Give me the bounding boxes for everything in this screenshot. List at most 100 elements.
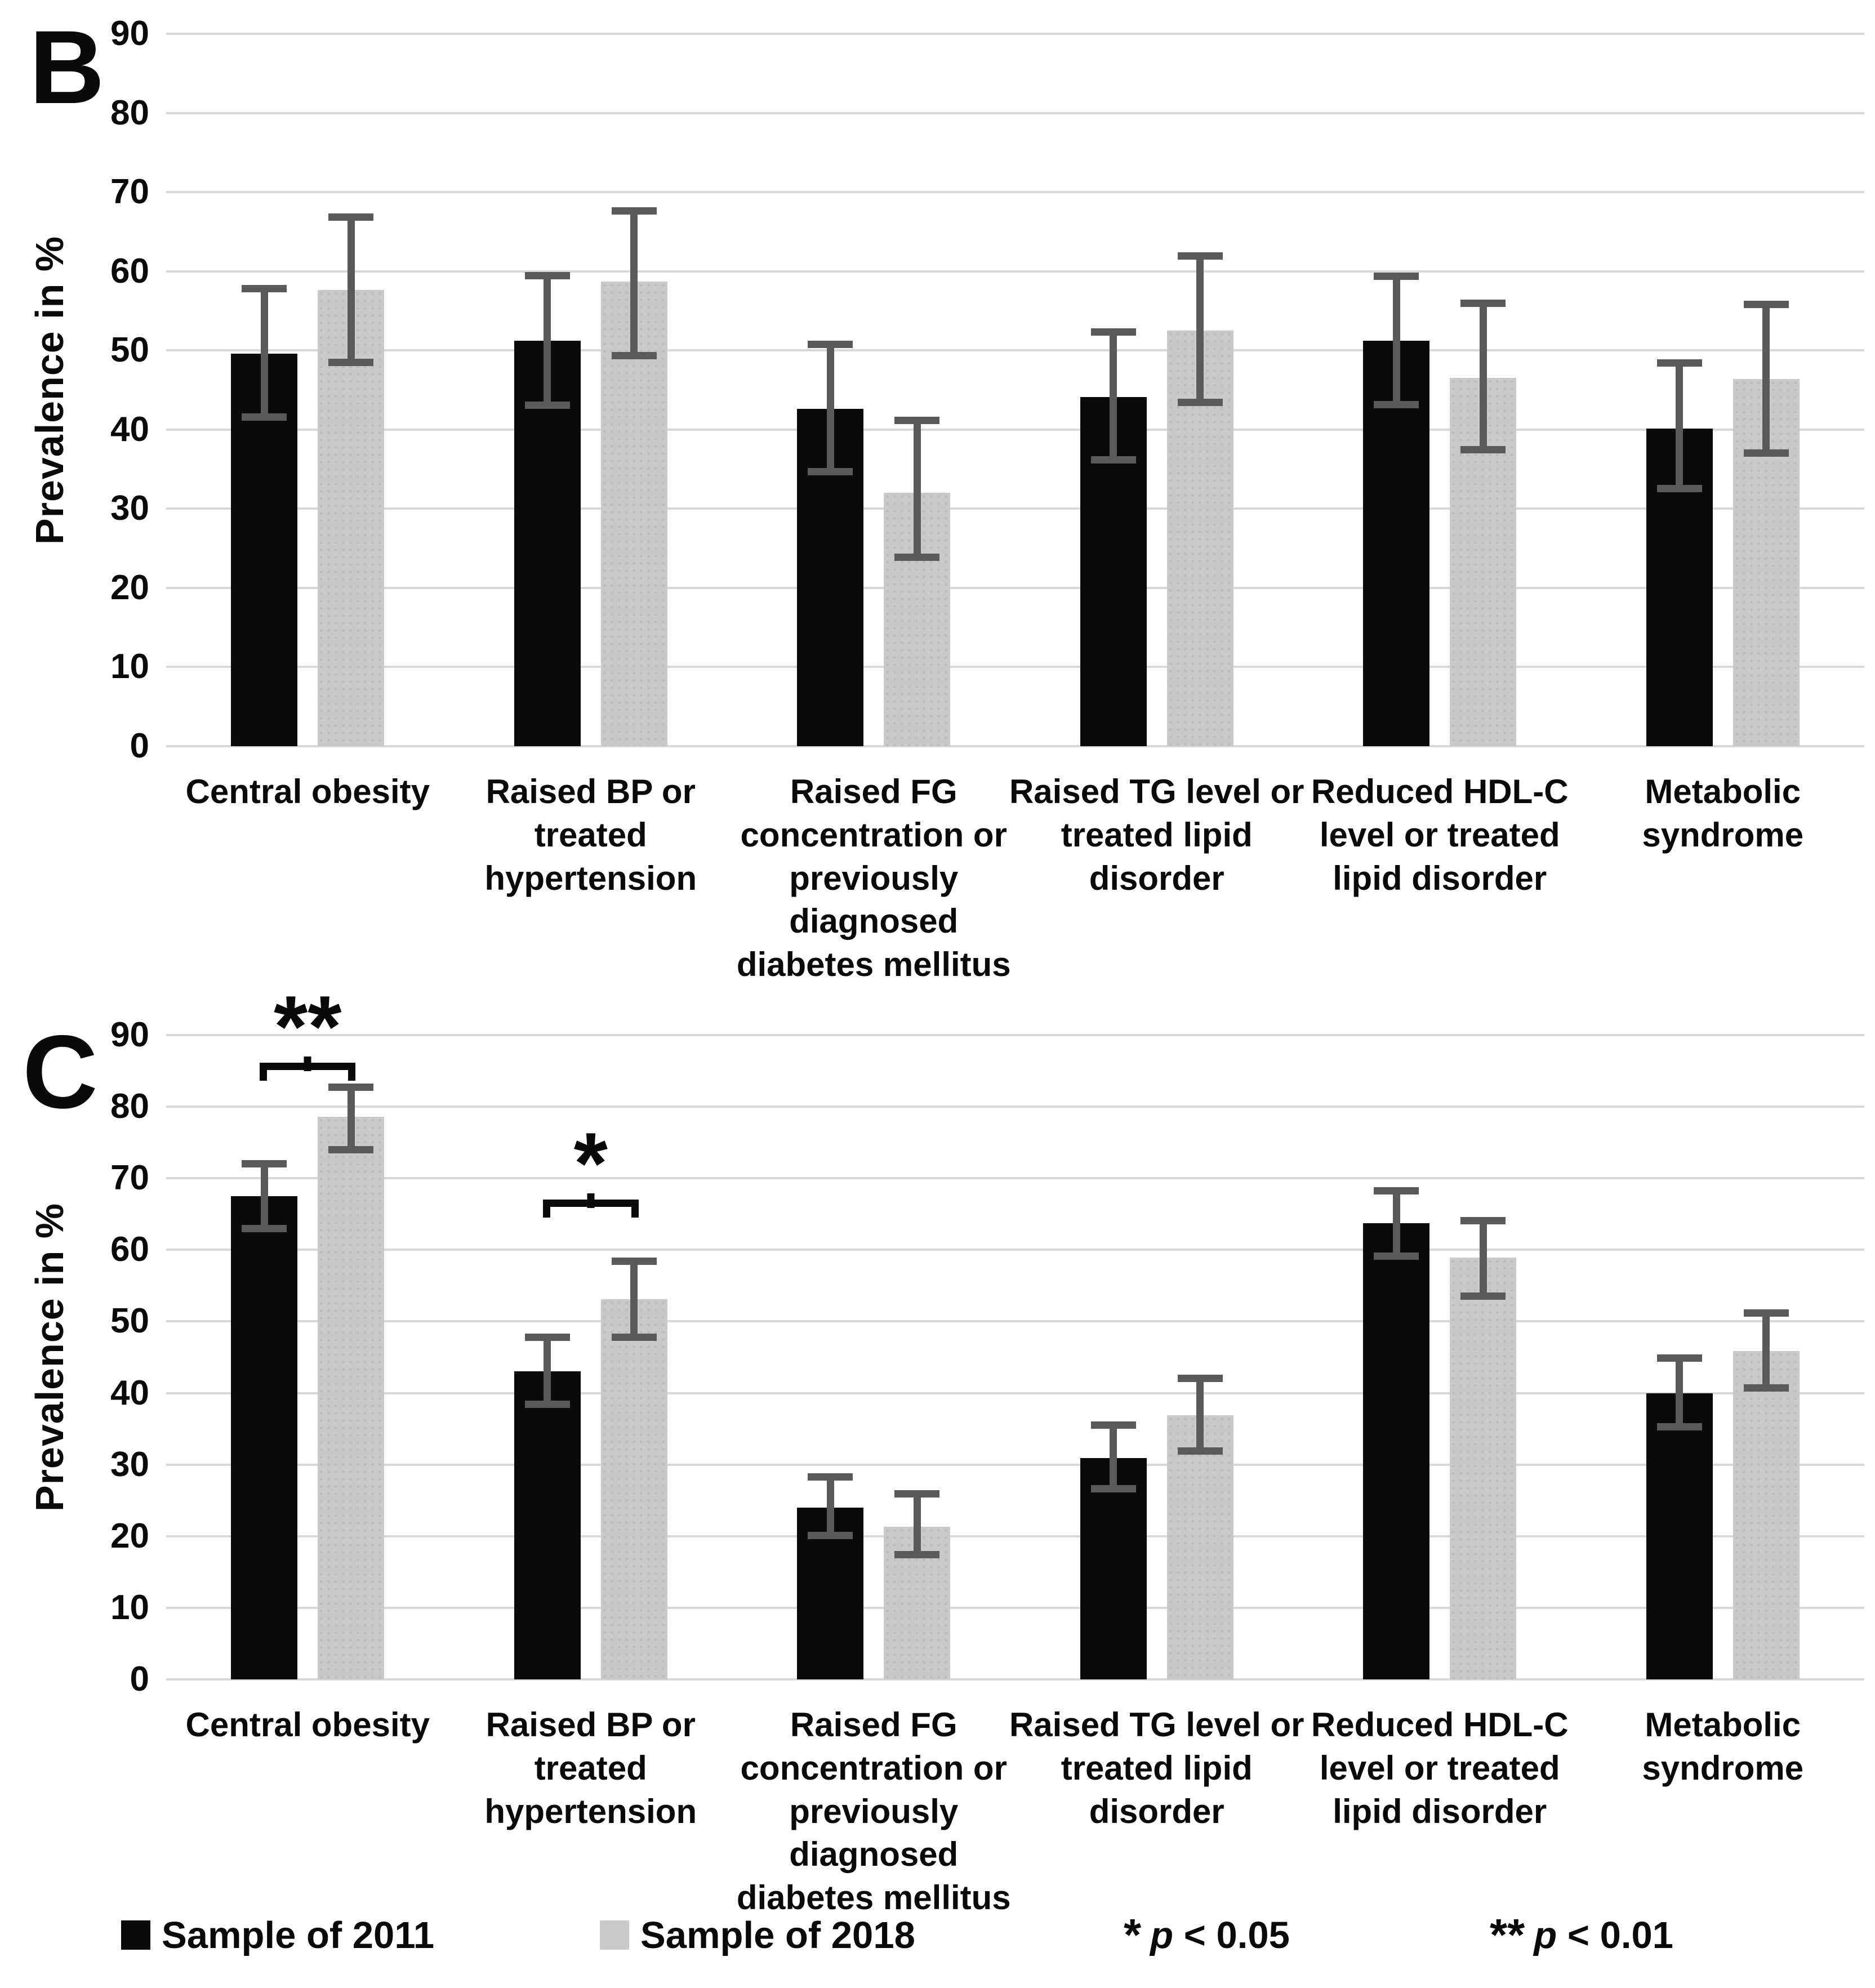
gridline-70 bbox=[166, 191, 1864, 194]
error-cap-bottom bbox=[611, 1333, 657, 1341]
legend-label-p-001: p < 0.01 bbox=[1534, 1914, 1673, 1957]
error-cap-bottom bbox=[611, 351, 657, 359]
error-cap-top bbox=[1374, 273, 1419, 280]
bar-2018-group-1 bbox=[600, 1299, 667, 1679]
error-bar-2018-group-2 bbox=[894, 1490, 940, 1559]
error-cap-top bbox=[1460, 1216, 1506, 1224]
error-bar-2011-group-1 bbox=[524, 1334, 570, 1408]
significance-bracket-group-0 bbox=[260, 1057, 356, 1081]
bar-2011-group-0 bbox=[231, 1196, 298, 1679]
error-bar-2018-group-1 bbox=[611, 207, 657, 359]
bar-2011-group-3 bbox=[1080, 1458, 1147, 1679]
gridline-90 bbox=[166, 33, 1864, 35]
legend-item-p-001: ** p < 0.01 bbox=[1490, 1913, 1673, 1958]
gridline-70 bbox=[166, 1177, 1864, 1180]
error-cap-bottom bbox=[894, 1551, 940, 1559]
error-cap-top bbox=[1090, 1421, 1136, 1429]
gridline-30 bbox=[166, 507, 1864, 510]
error-bar-2011-group-3 bbox=[1090, 1421, 1136, 1493]
y-tick-90: 90 bbox=[110, 14, 149, 53]
y-tick-50: 50 bbox=[110, 1301, 149, 1341]
panel-b-plot-area: 0 10 20 30 40 50 60 70 80 90 bbox=[110, 16, 1864, 764]
category-label-0: Central obesity bbox=[185, 1706, 430, 1744]
error-cap-top bbox=[1743, 1309, 1789, 1317]
bar-2018-group-3 bbox=[1166, 1415, 1233, 1679]
bar-2018-group-2 bbox=[884, 493, 951, 746]
y-tick-30: 30 bbox=[110, 489, 149, 528]
category-label-3: Raised TG level or treated lipid disorde… bbox=[1009, 773, 1304, 897]
error-cap-top bbox=[1090, 328, 1136, 336]
y-tick-40: 40 bbox=[110, 1373, 149, 1412]
gridline-80 bbox=[166, 1106, 1864, 1108]
gridline-40 bbox=[166, 428, 1864, 431]
error-cap-top bbox=[894, 417, 940, 425]
asterisk-icon: * bbox=[1124, 1910, 1142, 1960]
error-cap-bottom bbox=[1743, 449, 1789, 457]
gridline-80 bbox=[166, 112, 1864, 114]
y-tick-10: 10 bbox=[110, 1588, 149, 1627]
category-label-5: Metabolic syndrome bbox=[1642, 773, 1804, 854]
error-bar-2018-group-1 bbox=[611, 1258, 657, 1341]
error-bar-2011-group-2 bbox=[808, 341, 853, 476]
error-cap-bottom bbox=[808, 1531, 853, 1539]
legend-label-p-005: p < 0.05 bbox=[1150, 1914, 1290, 1957]
legend-item-sample-2018: Sample of 2018 bbox=[600, 1914, 915, 1957]
error-cap-top bbox=[242, 1160, 287, 1168]
panel-c-y-axis-title: Prevalence in % bbox=[28, 1202, 72, 1512]
panel-c-plot-area: 0 10 20 30 40 50 60 70 80 90 ** * bbox=[110, 983, 1864, 1697]
error-bar-2018-group-5 bbox=[1743, 1309, 1789, 1392]
error-cap-bottom bbox=[1656, 484, 1702, 492]
gridline-90 bbox=[166, 1034, 1864, 1036]
legend-item-sample-2011: Sample of 2011 bbox=[121, 1914, 434, 1957]
y-tick-0: 0 bbox=[130, 726, 149, 765]
error-bar-2011-group-1 bbox=[524, 272, 570, 409]
gridline-0 bbox=[166, 745, 1864, 747]
legend-label-2011: Sample of 2011 bbox=[162, 1914, 435, 1956]
error-cap-top bbox=[611, 1258, 657, 1265]
error-bar-2018-group-3 bbox=[1177, 252, 1223, 406]
error-bar-2018-group-4 bbox=[1460, 1216, 1506, 1300]
error-bar-2011-group-5 bbox=[1656, 1354, 1702, 1430]
panel-c-letter: C bbox=[23, 1014, 98, 1130]
error-bar-2018-group-2 bbox=[894, 417, 940, 561]
error-cap-bottom bbox=[328, 359, 374, 367]
error-cap-top bbox=[808, 341, 853, 349]
error-cap-top bbox=[1743, 300, 1789, 308]
category-label-4: Reduced HDL-C level or treated lipid dis… bbox=[1311, 1706, 1569, 1830]
gridline-20 bbox=[166, 1535, 1864, 1537]
bar-2018-group-0 bbox=[318, 1116, 385, 1679]
y-tick-30: 30 bbox=[110, 1445, 149, 1484]
gridline-60 bbox=[166, 1249, 1864, 1251]
y-tick-0: 0 bbox=[130, 1660, 149, 1699]
category-label-4: Reduced HDL-C level or treated lipid dis… bbox=[1311, 773, 1569, 897]
y-tick-20: 20 bbox=[110, 1516, 149, 1555]
legend-swatch-2018-icon bbox=[600, 1920, 629, 1950]
category-label-1: Raised BP or treated hypertension bbox=[484, 773, 697, 897]
error-cap-bottom bbox=[1743, 1384, 1789, 1392]
error-cap-bottom bbox=[524, 402, 570, 409]
error-cap-bottom bbox=[1374, 400, 1419, 408]
error-bar-2018-group-0 bbox=[328, 1084, 374, 1153]
error-cap-top bbox=[1460, 300, 1506, 307]
error-bar-2011-group-4 bbox=[1374, 273, 1419, 408]
panel-b-letter: B bbox=[29, 10, 105, 126]
error-cap-top bbox=[894, 1490, 940, 1498]
gridline-50 bbox=[166, 1320, 1864, 1323]
error-cap-top bbox=[1374, 1187, 1419, 1194]
error-bar-2011-group-3 bbox=[1090, 328, 1136, 464]
bar-2011-group-4 bbox=[1363, 1223, 1430, 1679]
error-cap-bottom bbox=[1460, 445, 1506, 453]
y-tick-50: 50 bbox=[110, 331, 149, 370]
gridline-10 bbox=[166, 1606, 1864, 1609]
panel-b: B Prevalence in % 0 10 20 30 40 50 60 70 80 90 Ce… bbox=[0, 0, 1875, 991]
error-bar-2018-group-5 bbox=[1743, 300, 1789, 457]
error-cap-bottom bbox=[808, 468, 853, 476]
error-cap-bottom bbox=[1090, 1485, 1136, 1493]
p-threshold: < 0.01 bbox=[1567, 1914, 1673, 1956]
category-label-1: Raised BP or treated hypertension bbox=[484, 1706, 697, 1830]
significance-stars-group-0: ** bbox=[273, 978, 342, 1076]
error-cap-bottom bbox=[1374, 1252, 1419, 1260]
error-bar-2018-group-0 bbox=[328, 213, 374, 367]
bar-2011-group-4 bbox=[1363, 341, 1430, 746]
error-cap-top bbox=[524, 1334, 570, 1341]
